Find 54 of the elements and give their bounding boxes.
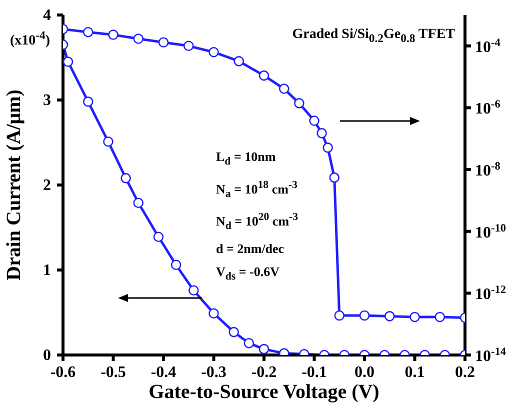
point	[103, 136, 114, 147]
text: Graded Si/Si$_{0.2}$Ge$_{0.8}$ TFET	[292, 27, 455, 45]
point	[334, 310, 345, 321]
y2-tick-label: 10$^{-4}$	[475, 36, 501, 56]
y-tick-label: 4	[43, 7, 51, 24]
point	[316, 128, 327, 138]
point	[183, 40, 194, 52]
point	[258, 70, 270, 81]
x-tick-label: 0.0	[354, 364, 374, 381]
y2-tick-label: 10$^{-12}$	[475, 284, 506, 304]
point	[133, 34, 144, 44]
point	[384, 311, 395, 322]
point	[434, 312, 446, 322]
point	[278, 84, 290, 94]
point	[133, 198, 144, 208]
point	[329, 172, 340, 183]
y-tick-label: 3	[43, 92, 51, 109]
y2-tick-label: 10$^{-6}$	[475, 98, 501, 118]
point	[309, 116, 320, 126]
point	[153, 232, 164, 242]
point	[234, 56, 244, 66]
x-tick-label: 0.2	[455, 364, 475, 381]
point	[158, 37, 169, 48]
y-tick-label: 0	[43, 347, 51, 364]
x-tick-label: -0.5	[100, 364, 126, 381]
point	[322, 142, 333, 153]
point	[410, 312, 420, 322]
point	[63, 56, 74, 67]
y2-tick-label: 10$^{-14}$	[475, 346, 506, 365]
y-axis-title: Drain Current (A/μm)	[2, 90, 26, 280]
point	[208, 46, 219, 58]
text: (x10$^{-4}$)	[10, 29, 50, 50]
point	[82, 96, 94, 107]
point	[120, 173, 131, 184]
y2-tick-label: 10$^{-8}$	[475, 160, 501, 180]
annotation: N$_{d}$ = 10$^{20}$ cm$^{-3}$	[216, 210, 298, 234]
point	[108, 30, 118, 40]
point	[294, 98, 304, 108]
y2-tick-label: 10$^{-10}$	[475, 222, 506, 242]
annotation: L$_{d}$ = 10nm	[216, 148, 277, 170]
annotation: N$_{a}$ = 10$^{18}$ cm$^{-3}$	[216, 178, 298, 202]
x-tick-label: -0.6	[50, 364, 76, 381]
x-tick-label: -0.4	[150, 364, 176, 381]
x-tick-label: 0.1	[404, 364, 425, 381]
y-tick-label: 2	[43, 177, 51, 194]
point	[359, 310, 370, 321]
annotation: d = 2nm/dec	[216, 240, 286, 258]
y-tick-label: 1	[43, 262, 51, 279]
x-tick-label: -0.2	[251, 364, 277, 381]
point	[82, 26, 94, 38]
annotation: V$_{ds}$ = -0.6V	[216, 263, 281, 286]
x-axis-title: Gate-to-Source Voltage (V)	[148, 381, 380, 404]
x-tick-label: -0.3	[201, 364, 226, 381]
x-tick-label: -0.1	[302, 364, 327, 381]
